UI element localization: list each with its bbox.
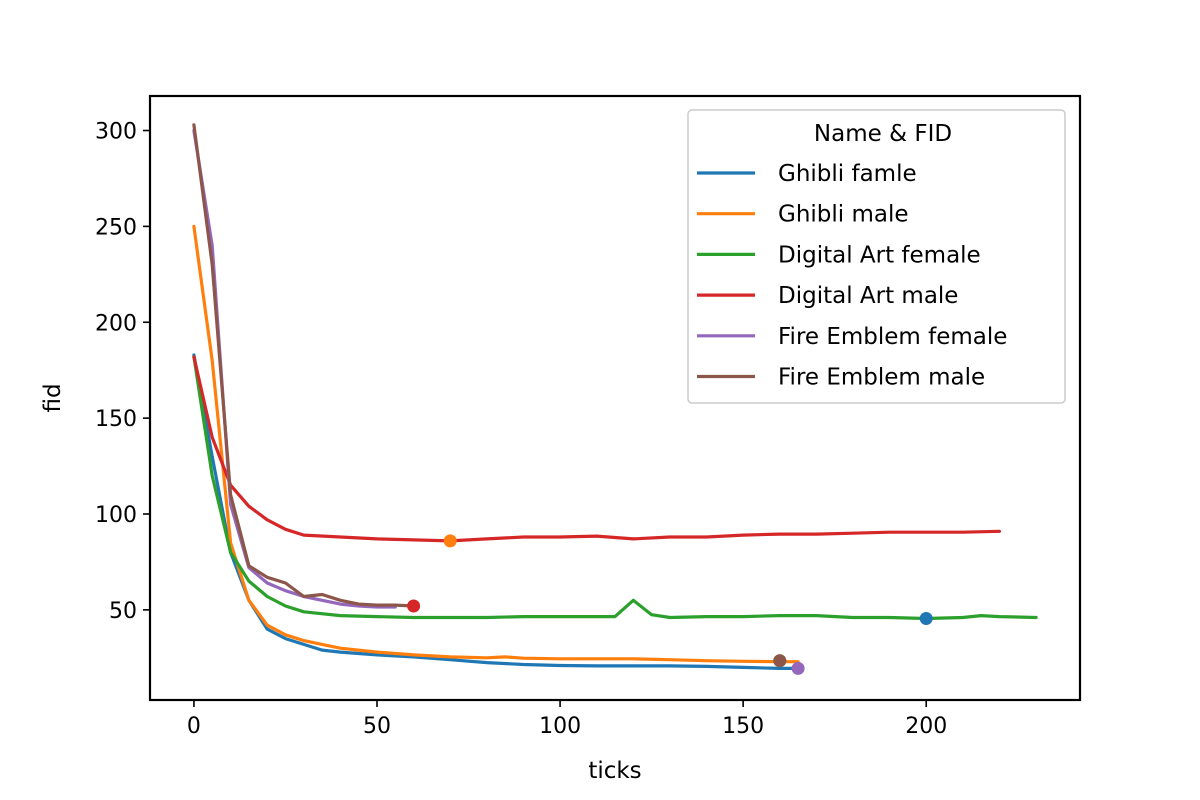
legend-box xyxy=(687,109,1066,404)
y-tick-label: 150 xyxy=(95,407,137,432)
y-axis-label: fid xyxy=(40,383,66,412)
series-marker-4 xyxy=(407,599,421,613)
series-line-4 xyxy=(192,355,1002,543)
y-tick-label: 300 xyxy=(95,120,137,145)
legend-label-3: Digital Art female xyxy=(778,242,981,268)
series-marker-6 xyxy=(773,654,787,668)
series-line-6 xyxy=(192,123,416,608)
x-tick-label: 50 xyxy=(363,714,391,739)
x-tick-label: 200 xyxy=(905,714,947,739)
legend-title: Name & FID xyxy=(814,121,952,147)
x-tick-label: 100 xyxy=(539,714,581,739)
x-tick-label: 0 xyxy=(187,714,201,739)
legend-items: Ghibli famle Ghibli male Digital Art femal… xyxy=(697,161,1007,391)
series-layer xyxy=(192,123,1038,671)
y-tick-label: 50 xyxy=(109,599,137,624)
x-axis-label: ticks xyxy=(588,758,641,784)
plot-frame xyxy=(148,94,1082,702)
legend-label-2: Ghibli male xyxy=(778,202,909,228)
series-marker-2 xyxy=(443,534,457,548)
series-marker-1 xyxy=(919,612,933,625)
legend-label-5: Fire Emblem female xyxy=(778,324,1007,350)
marker-layer xyxy=(407,534,933,675)
legend-label-4: Digital Art male xyxy=(778,283,958,309)
legend: Name & FID Ghibli famle Ghibli male Digita… xyxy=(687,109,1066,404)
y-axis-ticks: 50 100 150 200 250 300 xyxy=(95,120,150,624)
y-tick-label: 250 xyxy=(95,215,137,240)
x-tick-label: 150 xyxy=(722,714,764,739)
series-line-2 xyxy=(192,224,800,664)
y-tick-label: 200 xyxy=(95,311,137,336)
legend-label-6: Fire Emblem male xyxy=(778,365,985,391)
legend-label-1: Ghibli famle xyxy=(778,161,917,187)
y-tick-label: 100 xyxy=(95,503,137,528)
x-axis-ticks: 0 50 100 150 200 xyxy=(187,700,947,739)
series-line-3 xyxy=(192,355,1038,621)
series-marker-5 xyxy=(791,661,805,675)
